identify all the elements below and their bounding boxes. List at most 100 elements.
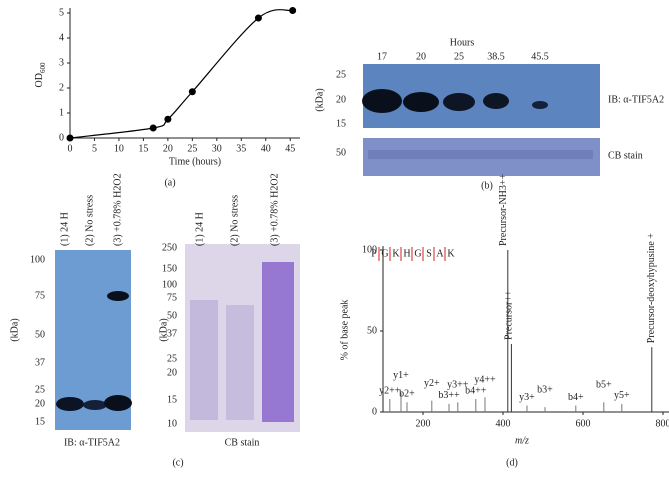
caption: (d) (506, 457, 518, 468)
marker-label: 75 (35, 290, 45, 301)
point (149, 124, 157, 132)
x-tick-label: 10 (114, 143, 124, 154)
lane (190, 300, 218, 420)
marker-label: 37 (167, 328, 177, 339)
axes (69, 8, 300, 139)
band (483, 93, 509, 109)
line (69, 9, 293, 139)
lane-header: Hours (450, 37, 475, 48)
x-axis-label: m/z (515, 435, 529, 446)
band (56, 397, 84, 411)
marker-label: 15 (35, 416, 45, 427)
marker-label: 250 (162, 242, 177, 253)
point (188, 88, 196, 96)
x-tick-label: 800 (656, 418, 669, 429)
peak-label: y5+ (614, 390, 630, 401)
lane-label: 45.5 (531, 51, 549, 62)
lane-label: 17 (377, 51, 387, 62)
x-tick-label: 45 (285, 143, 295, 154)
y-tick-label: 0 (372, 406, 377, 417)
marker-label: 50 (167, 310, 177, 321)
unit: (kDa) (314, 88, 325, 111)
band (107, 291, 129, 301)
lane-label: (1) 24 H (194, 212, 205, 246)
x-tick-label: 20 (163, 143, 173, 154)
peak-label: Precursor++ (504, 290, 515, 340)
band (443, 93, 475, 111)
cb-label: CB stain (608, 150, 643, 161)
peak-label: y3++ (447, 380, 469, 391)
point (289, 7, 297, 14)
lane (262, 262, 294, 422)
caption: (b) (481, 180, 493, 191)
x-tick-label: 5 (92, 143, 97, 154)
lane (226, 305, 254, 420)
y-tick-label: 0 (59, 132, 64, 143)
y-tick-label: 4 (59, 32, 64, 43)
x-tick-label: 30 (212, 143, 222, 154)
unit: (kDa) (9, 318, 20, 341)
band (83, 400, 107, 410)
marker-label: 15 (336, 118, 346, 129)
x-tick-label: 35 (236, 143, 246, 154)
peak-label: y3+ (519, 392, 535, 403)
peak-label: y2+ (424, 378, 440, 389)
y-axis-label-sub: 600 (39, 62, 47, 73)
sequence-letter: G (381, 248, 388, 259)
marker-label: 75 (167, 292, 177, 303)
sequence-letter: H (403, 248, 410, 259)
lane-label: (1) 24 H (59, 212, 70, 246)
marker-label: 25 (336, 69, 346, 80)
x-tick-label: 40 (261, 143, 271, 154)
sequence-letter: P (371, 248, 377, 259)
marker-label: 20 (336, 94, 346, 105)
y-tick-label: 5 (59, 7, 64, 18)
caption: (a) (164, 177, 175, 188)
peak-label: b4+ (568, 392, 584, 403)
caption: (c) (172, 457, 183, 468)
cb-label: CB stain (225, 437, 260, 448)
band (362, 89, 402, 113)
peak-label: y4++ (474, 375, 496, 386)
marker-label: 100 (162, 279, 177, 290)
y-tick-label: 2 (59, 82, 64, 93)
lane-label: 20 (416, 51, 426, 62)
marker-label: 25 (35, 384, 45, 395)
x-tick-label: 15 (138, 143, 148, 154)
point (66, 134, 74, 142)
point (164, 115, 172, 123)
marker-label: 50 (336, 147, 346, 158)
band (104, 395, 132, 411)
marker-label: 20 (167, 367, 177, 378)
lane-label: (2) No stress (84, 195, 95, 246)
x-tick-label: 600 (576, 418, 591, 429)
peak-label: b3+ (537, 384, 553, 395)
y-tick-label: 1 (59, 107, 64, 118)
lane-label: 38.5 (487, 51, 505, 62)
y-tick-label: 3 (59, 57, 64, 68)
marker-label: 150 (162, 263, 177, 274)
y-axis-label: OD (34, 73, 45, 87)
peak-label: b3++ (438, 390, 460, 401)
x-tick-label: 0 (68, 143, 73, 154)
peak-label: b5+ (596, 380, 612, 391)
x-tick-label: 400 (496, 418, 511, 429)
lane-label: (3) +0.78% H2O2 (269, 173, 280, 246)
point (254, 14, 262, 22)
marker-label: 15 (167, 394, 177, 405)
lane-label: 25 (454, 51, 464, 62)
x-tick-label: 25 (187, 143, 197, 154)
unit: (kDa) (158, 318, 169, 341)
peak-label: b2+ (399, 389, 415, 400)
y-axis-label: OD600 (34, 62, 46, 87)
ib-label: IB: α-TIF5A2 (608, 94, 664, 105)
blot-ib (363, 64, 600, 128)
marker-label: 50 (35, 329, 45, 340)
sequence-letter: G (414, 248, 421, 259)
y-tick-label: 100 (362, 244, 377, 255)
sequence-letter: S (426, 248, 432, 259)
marker-label: 20 (35, 398, 45, 409)
peak-label: y1+ (393, 370, 409, 381)
sequence-letter: K (392, 248, 400, 259)
x-axis-label: Time (hours) (169, 156, 221, 167)
